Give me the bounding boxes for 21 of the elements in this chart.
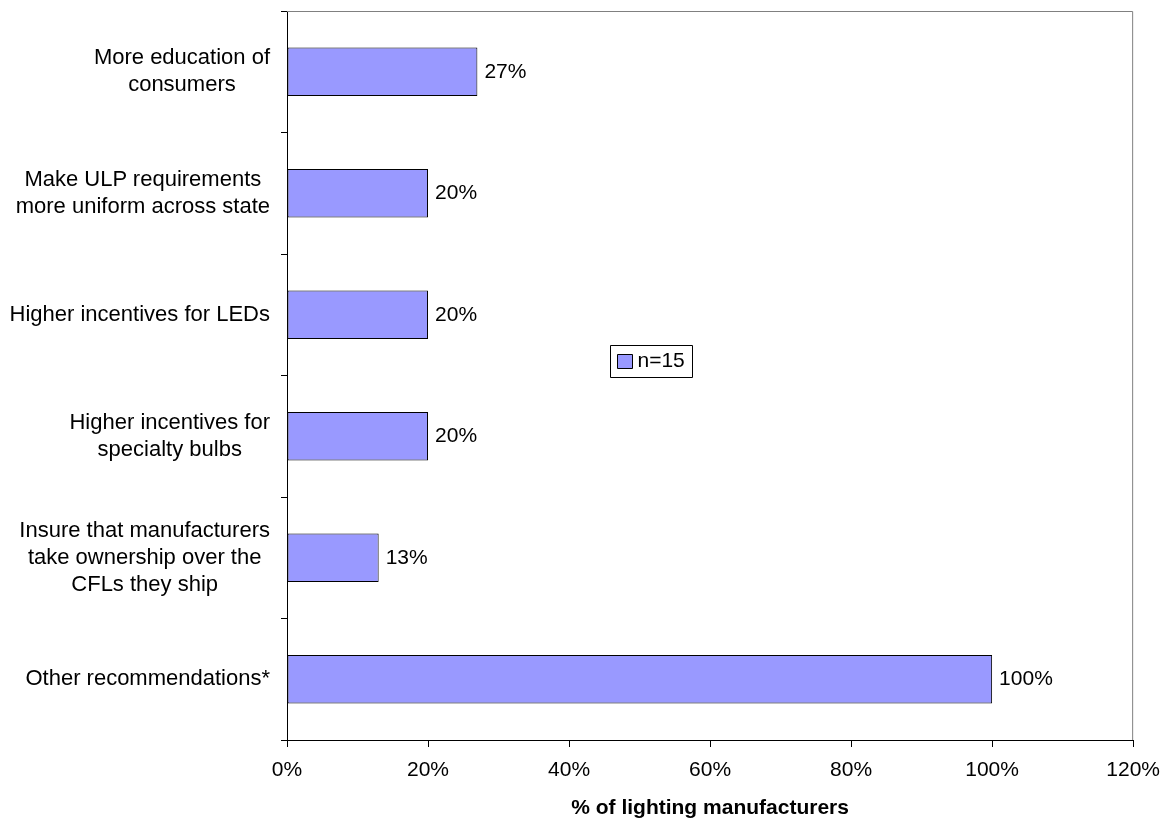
x-tick-label: 120% [1106,757,1160,781]
x-tick-label: 100% [965,757,1019,781]
y-tick-label: Make ULP requirements more uniform across state [15,165,270,218]
x-tick-label: 0% [271,757,303,781]
y-tick-label: Other recommendations* [25,665,271,691]
y-tick-label: More education of consumers [93,44,271,97]
y-tick-label: Insure that manufacturers take ownership over the CFLs they ship [19,516,270,596]
data-label: 100% [999,666,1053,690]
data-label: 27% [484,58,527,82]
data-label: 20% [435,301,478,325]
x-tick-label: 20% [407,757,450,781]
data-label: 13% [385,544,428,568]
legend-label: n=15 [637,348,685,372]
x-tick-label: 60% [689,757,732,781]
data-label: 20% [435,423,478,447]
x-tick-label: 80% [830,757,873,781]
y-tick-label: Higher incentives for specialty bulbs [69,408,271,461]
x-tick-label: 40% [548,757,591,781]
x-axis-title: % of lighting manufacturers [571,795,849,819]
data-label: 20% [435,180,478,204]
y-tick-label: Higher incentives for LEDs [9,300,270,326]
